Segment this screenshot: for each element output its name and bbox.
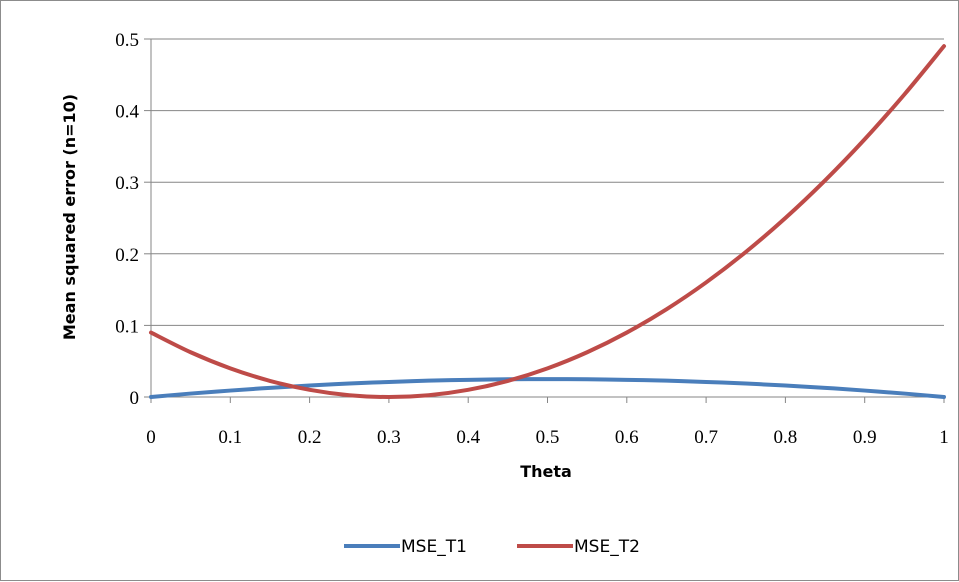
x-axis-title: Theta — [520, 462, 572, 481]
x-tick-label: 0.3 — [377, 427, 401, 448]
y-tick-label: 0.3 — [115, 173, 139, 194]
y-tick-label: 0.4 — [115, 102, 139, 123]
x-tick-label: 0 — [146, 427, 156, 448]
y-tick-label: 0 — [130, 388, 140, 409]
tick-labels: 0 0.1 0.2 0.3 0.4 0.5 0 0.1 0.2 0.3 0.4 0.5 0.6 0.7 0.… — [115, 30, 949, 448]
series-line-mse-t2 — [149, 44, 946, 399]
legend-label-mse-t2: MSE_T2 — [574, 537, 640, 557]
x-tick-label: 0.4 — [456, 427, 480, 448]
series-lines — [149, 44, 946, 399]
legend-label-mse-t1: MSE_T1 — [401, 537, 467, 557]
y-tick-label: 0.5 — [115, 30, 139, 51]
x-tick-label: 0.1 — [218, 427, 242, 448]
legend: MSE_T1 MSE_T2 — [344, 537, 640, 557]
x-tick-label: 0.5 — [536, 427, 560, 448]
axes — [144, 38, 945, 403]
y-tick-label: 0.2 — [115, 245, 139, 266]
gridlines — [151, 38, 944, 326]
x-tick-label: 0.7 — [694, 427, 718, 448]
x-tick-label: 0.9 — [853, 427, 877, 448]
x-tick-label: 1 — [939, 427, 949, 448]
y-tick-label: 0.1 — [115, 316, 139, 337]
y-axis-title: Mean squared error (n=10) — [60, 94, 79, 340]
x-tick-label: 0.8 — [774, 427, 798, 448]
series-line-mse-t1 — [149, 377, 946, 399]
x-tick-label: 0.2 — [298, 427, 322, 448]
x-tick-label: 0.6 — [615, 427, 639, 448]
